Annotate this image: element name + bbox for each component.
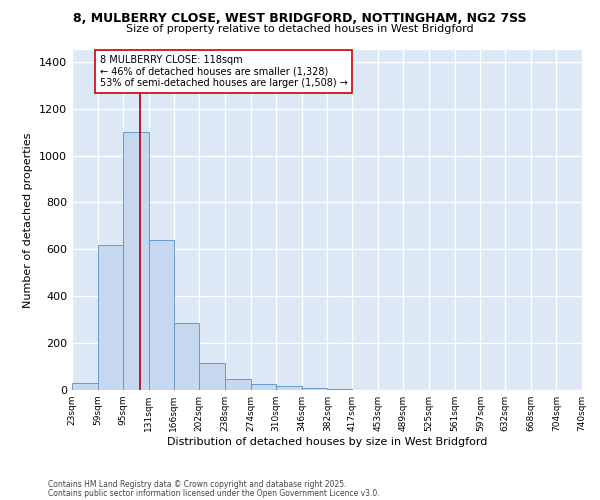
Y-axis label: Number of detached properties: Number of detached properties [23, 132, 34, 308]
Bar [328, 389, 352, 390]
Text: 8, MULBERRY CLOSE, WEST BRIDGFORD, NOTTINGHAM, NG2 7SS: 8, MULBERRY CLOSE, WEST BRIDGFORD, NOTTI… [73, 12, 527, 26]
Bar [251, 384, 276, 390]
Bar [174, 323, 199, 390]
Text: Contains HM Land Registry data © Crown copyright and database right 2025.: Contains HM Land Registry data © Crown c… [48, 480, 347, 489]
Bar [302, 388, 328, 390]
X-axis label: Distribution of detached houses by size in West Bridgford: Distribution of detached houses by size … [167, 437, 487, 447]
Bar [199, 363, 225, 390]
Bar [225, 379, 251, 390]
Text: Size of property relative to detached houses in West Bridgford: Size of property relative to detached ho… [126, 24, 474, 34]
Bar [72, 383, 98, 390]
Text: Contains public sector information licensed under the Open Government Licence v3: Contains public sector information licen… [48, 489, 380, 498]
Bar [123, 132, 149, 390]
Bar [149, 240, 174, 390]
Text: 8 MULBERRY CLOSE: 118sqm
← 46% of detached houses are smaller (1,328)
53% of sem: 8 MULBERRY CLOSE: 118sqm ← 46% of detach… [100, 54, 347, 88]
Bar [98, 244, 123, 390]
Bar [276, 386, 302, 390]
